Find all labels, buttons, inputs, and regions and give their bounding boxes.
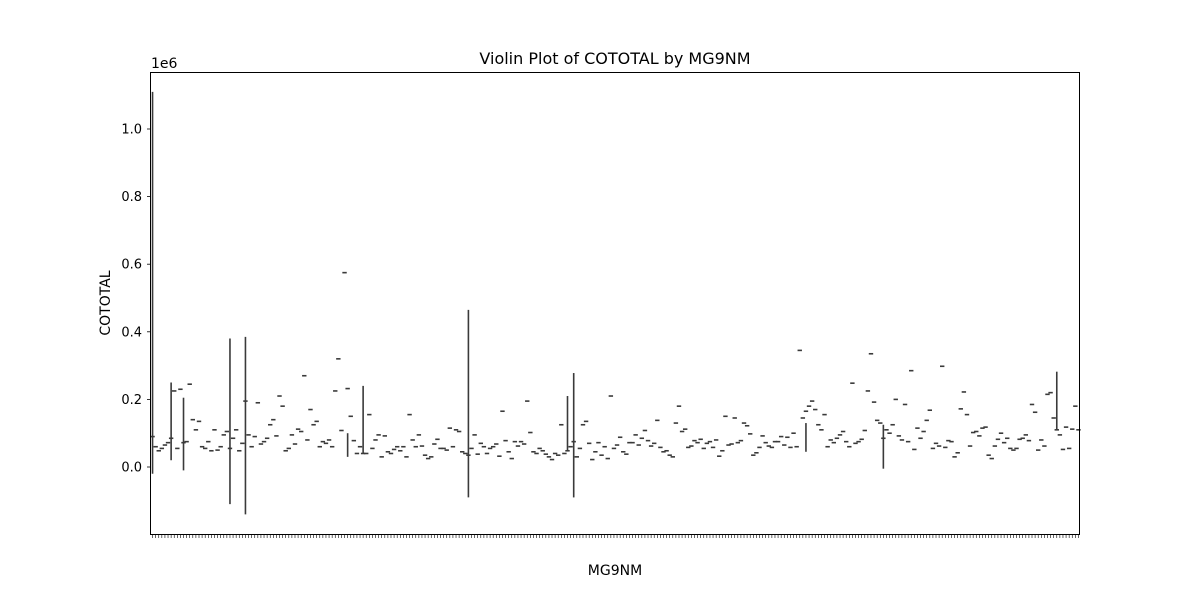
plot-frame: [150, 72, 1080, 535]
y-tick-label: 0.2: [121, 393, 142, 408]
chart-title: Violin Plot of COTOTAL by MG9NM: [479, 49, 750, 68]
y-axis-label: COTOTAL: [98, 270, 114, 335]
y-tick-label: 0.4: [121, 325, 142, 340]
y-tick-label: 0.8: [121, 190, 142, 205]
y-ticks: 0.0 0.2 0.4 0.6 0.8 1.0: [121, 123, 151, 476]
y-offset-text: 1e6: [151, 56, 178, 72]
y-tick-label: 1.0: [121, 123, 142, 138]
y-tick-label: 0.6: [121, 258, 142, 273]
x-axis-label: MG9NM: [588, 563, 642, 579]
y-tick-label: 0.0: [121, 461, 142, 476]
violin-marks: [150, 91, 1081, 515]
